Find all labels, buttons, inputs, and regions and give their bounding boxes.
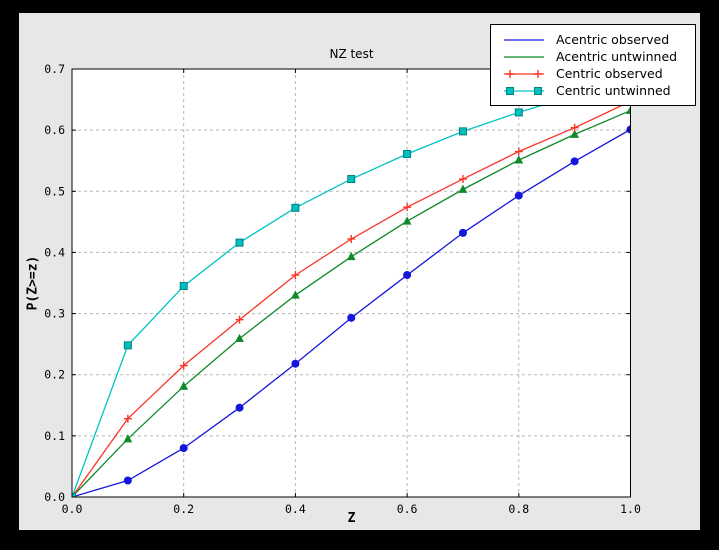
marker-circle <box>626 125 631 134</box>
marker-triangle <box>235 333 244 343</box>
legend-sample-plus-line-icon <box>504 69 544 78</box>
marker-square <box>179 282 188 291</box>
marker-triangle <box>570 129 580 138</box>
y-tick-label: 0.4 <box>44 245 65 259</box>
x-axis-label: Z <box>347 511 356 526</box>
marker-circle <box>235 403 244 412</box>
marker-square <box>235 238 244 247</box>
y-tick-label: 0.1 <box>44 429 65 443</box>
plot-area <box>72 69 631 497</box>
legend-label: Centric observed <box>556 66 663 81</box>
marker-square <box>403 149 412 158</box>
marker-square <box>347 175 356 184</box>
marker-circle <box>347 313 356 322</box>
marker-square <box>458 127 467 136</box>
marker-plus <box>123 414 132 423</box>
legend: Acentric observed Acentric untwinned Cen… <box>490 24 696 106</box>
legend-item-centric-observed: Centric observed <box>503 65 689 82</box>
marker-triangle <box>402 216 412 225</box>
marker-plus <box>570 123 579 132</box>
marker-plus <box>235 315 244 324</box>
x-tick-label: 0.0 <box>62 502 83 516</box>
marker-circle <box>458 228 467 237</box>
marker-plus <box>347 234 356 243</box>
y-tick-label: 0.5 <box>44 184 65 198</box>
legend-plus-marker <box>506 69 514 78</box>
x-tick-label: 0.4 <box>285 502 306 516</box>
chart-title: NZ test <box>329 47 374 61</box>
y-tick-label: 0.2 <box>44 368 65 382</box>
marker-circle <box>403 271 412 280</box>
legend-sample-line-icon <box>504 38 544 41</box>
legend-plus-marker <box>534 69 542 78</box>
marker-square <box>291 203 300 212</box>
marker-plus <box>458 175 467 184</box>
legend-square-marker <box>506 86 514 95</box>
marker-square <box>514 108 523 117</box>
axes-spines <box>71 68 631 498</box>
y-tick-label: 0.6 <box>44 123 65 137</box>
legend-label: Acentric observed <box>556 32 670 47</box>
legend-item-acentric-untwinned: Acentric untwinned <box>503 48 689 65</box>
marker-triangle <box>514 155 524 164</box>
marker-square <box>72 493 76 497</box>
y-axis-label: P(Z>=z) <box>25 255 41 311</box>
x-tick-label: 0.8 <box>508 502 529 516</box>
x-tick-label: 0.2 <box>173 502 194 516</box>
marker-triangle <box>346 251 356 261</box>
marker-triangle <box>123 434 133 443</box>
y-tick-label: 0.0 <box>44 490 65 504</box>
legend-label: Acentric untwinned <box>556 49 678 64</box>
marker-plus <box>403 203 412 212</box>
marker-square <box>123 341 132 350</box>
x-tick-label: 1.0 <box>620 502 641 516</box>
marker-circle <box>570 157 579 166</box>
marker-circle <box>514 191 523 200</box>
legend-item-centric-untwinned: Centric untwinned <box>503 82 689 99</box>
marker-triangle <box>626 105 631 114</box>
marker-triangle <box>458 184 468 193</box>
legend-item-acentric-observed: Acentric observed <box>503 31 689 48</box>
marker-plus <box>291 271 300 280</box>
y-tick-label: 0.7 <box>44 62 65 76</box>
marker-circle <box>123 476 132 485</box>
marker-circle <box>179 444 188 453</box>
y-tick-label: 0.3 <box>44 307 65 321</box>
marker-plus <box>179 361 188 370</box>
legend-square-marker <box>534 86 542 95</box>
marker-triangle <box>291 290 300 299</box>
legend-sample-line-icon <box>504 55 544 58</box>
legend-label: Centric untwinned <box>556 83 671 98</box>
x-tick-label: 0.6 <box>397 502 418 516</box>
legend-sample-square-line-icon <box>504 86 544 95</box>
marker-plus <box>514 147 523 156</box>
marker-triangle <box>179 381 189 390</box>
marker-circle <box>291 359 300 368</box>
